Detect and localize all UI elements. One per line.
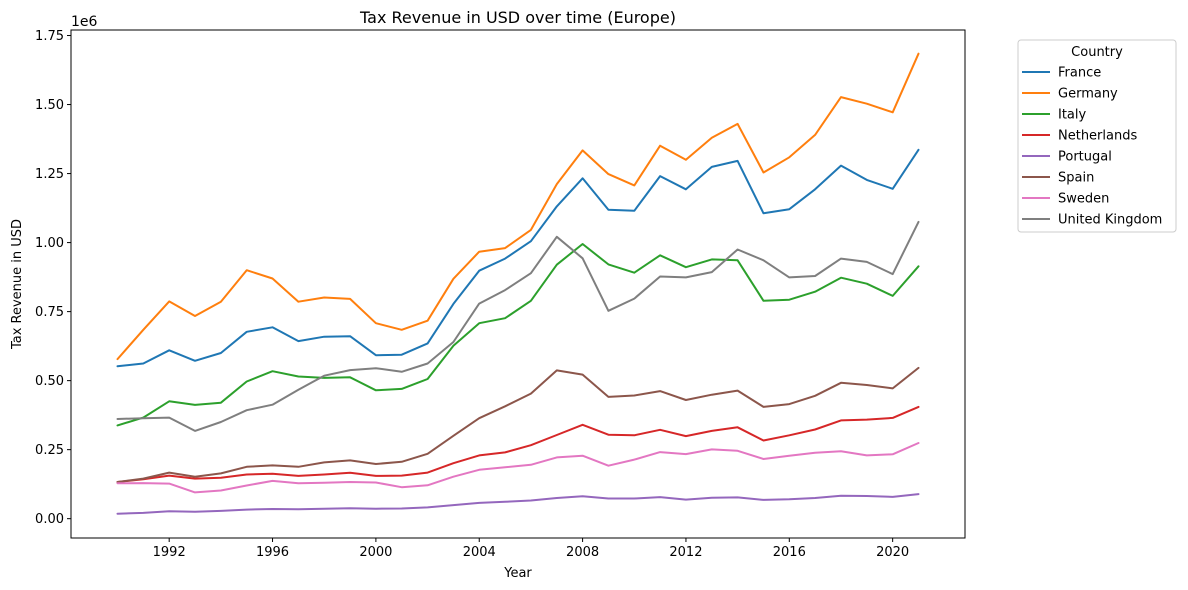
legend-item: Spain: [1022, 171, 1094, 186]
legend-item: Germany: [1022, 87, 1118, 102]
legend-label: United Kingdom: [1058, 213, 1162, 228]
series-line-spain: [116, 366, 920, 483]
series-line-sweden: [116, 442, 920, 494]
series-lines: [116, 52, 920, 515]
y-tick-label: 1.25: [35, 167, 64, 182]
legend-label: Sweden: [1058, 192, 1109, 207]
y-tick-label: 0.50: [35, 374, 64, 389]
series-line-netherlands: [116, 405, 920, 483]
legend-item: Netherlands: [1022, 129, 1137, 144]
legend-item: Sweden: [1022, 192, 1109, 207]
legend-box: [1017, 39, 1177, 233]
y-tick-label: 0.00: [35, 512, 64, 527]
y-axis-offset-label: 1e6: [71, 14, 98, 30]
legend-label: Spain: [1058, 171, 1094, 186]
legend: Country France Germany Italy Netherlands Por…: [1017, 39, 1177, 233]
y-tick-label: 1.75: [35, 29, 64, 44]
x-tick-label: 2020: [876, 545, 909, 560]
series-line-france: [116, 148, 920, 368]
legend-label: Italy: [1058, 108, 1087, 123]
y-axis-label: Tax Revenue in USD: [10, 219, 25, 350]
chart-title: Tax Revenue in USD over time (Europe): [359, 8, 676, 27]
legend-label: Germany: [1058, 87, 1118, 102]
legend-label: Netherlands: [1058, 129, 1137, 144]
x-tick-label: 2000: [359, 545, 392, 560]
y-tick-label: 0.25: [35, 443, 64, 458]
y-tick-label: 0.75: [35, 305, 64, 320]
legend-item: France: [1022, 66, 1101, 81]
series-line-united-kingdom: [116, 220, 920, 432]
legend-label: France: [1058, 66, 1101, 81]
y-axis-ticks: 0.00 0.25 0.50 0.75 1.00 1.25 1.50 1.75: [35, 29, 71, 527]
plot-frame: [70, 29, 966, 539]
legend-item: Portugal: [1022, 150, 1112, 165]
x-tick-label: 1992: [153, 545, 186, 560]
y-tick-label: 1.00: [35, 236, 64, 251]
x-tick-label: 2008: [566, 545, 599, 560]
x-tick-label: 1996: [256, 545, 289, 560]
x-tick-label: 2016: [773, 545, 806, 560]
x-axis-label: Year: [503, 566, 532, 581]
series-line-portugal: [116, 493, 920, 515]
x-axis-ticks: 1992 1996 2000 2004 2008 2012 2016 2020: [153, 538, 909, 560]
series-line-italy: [116, 243, 920, 427]
legend-item: Italy: [1022, 108, 1087, 123]
x-tick-label: 2004: [463, 545, 496, 560]
legend-label: Portugal: [1058, 150, 1112, 165]
legend-title: Country: [1071, 45, 1123, 60]
x-tick-label: 2012: [669, 545, 702, 560]
legend-item: United Kingdom: [1022, 213, 1162, 228]
series-line-germany: [116, 52, 920, 361]
y-tick-label: 1.50: [35, 98, 64, 113]
